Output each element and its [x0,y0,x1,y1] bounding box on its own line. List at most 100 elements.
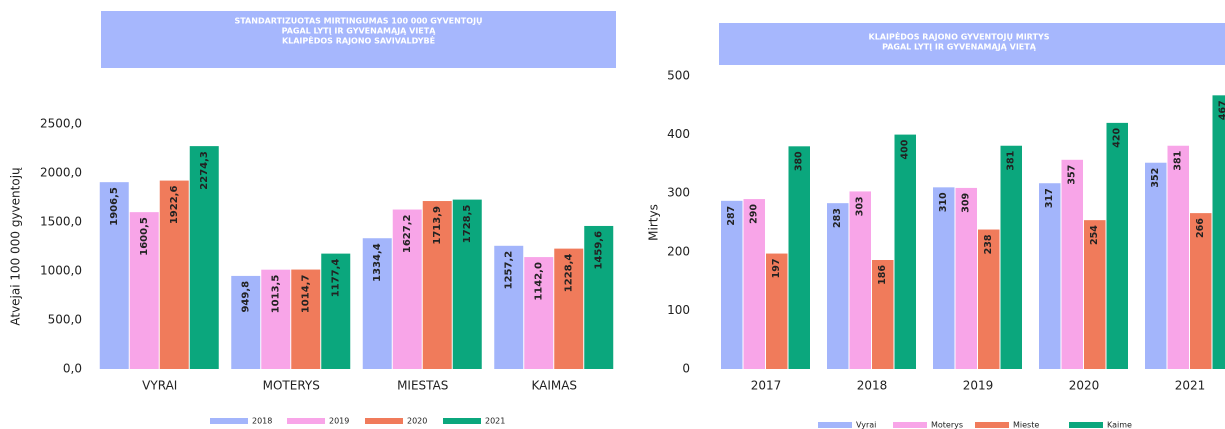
value-label: 287 [726,206,737,226]
x-tick-label: 2019 [963,379,994,393]
bar [189,146,219,369]
value-label: 290 [749,204,760,224]
value-label: 352 [1150,168,1161,188]
bar [1061,159,1083,369]
value-label: 303 [855,196,866,216]
value-label: 283 [832,208,843,228]
chart-title: STANDARTIZUOTAS MIRTINGUMAS 100 000 GYVE… [234,17,482,26]
title-box [101,11,616,68]
y-tick-label: 2000,0 [40,166,82,180]
chart-title: PAGAL LYTĮ IR GYVENAMĄJĄ VIETĄ [882,43,1037,52]
value-label: 381 [1173,151,1184,171]
value-label: 186 [877,265,888,285]
y-tick-label: 0,0 [63,362,82,376]
bar [99,182,129,369]
bar [452,199,482,369]
value-label: 1142,0 [534,262,545,301]
charts: STANDARTIZUOTAS MIRTINGUMAS 100 000 GYVE… [9,11,1225,429]
value-label: 1906,5 [109,187,120,226]
y-tick-label: 200 [667,244,690,258]
x-tick-label: KAIMAS [531,379,577,393]
bar [978,229,1000,369]
value-label: 949,8 [241,281,252,313]
bar [827,203,849,369]
value-label: 317 [1044,188,1055,208]
legend-label: 2021 [485,417,505,426]
value-label: 309 [961,193,972,213]
bar [1084,220,1106,369]
value-label: 254 [1089,225,1100,245]
value-label: 266 [1195,218,1206,238]
bar [872,260,894,369]
value-label: 1627,2 [402,214,413,253]
bar [1145,162,1167,369]
y-tick-label: 400 [667,127,690,141]
chart-title: KLAIPĖDOS RAJONO SAVIVALDYBĖ [282,36,435,46]
value-label: 1177,4 [331,259,342,298]
legend-label: 2019 [329,417,349,426]
x-tick-label: VYRAI [142,379,177,393]
bar [1106,122,1128,369]
bar [524,257,554,369]
bar [1167,145,1189,369]
value-label: 400 [900,139,911,159]
x-tick-label: MOTERYS [263,379,320,393]
x-tick-label: 2018 [857,379,888,393]
value-label: 310 [938,192,949,212]
bar [362,238,392,369]
bar [231,275,261,369]
x-tick-label: 2020 [1069,379,1100,393]
value-label: 420 [1112,128,1123,148]
bar [1190,213,1212,369]
legend-swatch [287,418,325,424]
y-tick-label: 1000,0 [40,264,82,278]
value-label: 1334,4 [372,243,383,282]
legend-label: Kaime [1107,421,1132,429]
x-tick-label: 2021 [1175,379,1206,393]
bar [788,146,810,369]
y-tick-label: 500 [667,69,690,83]
bar [766,253,788,369]
bar [1000,145,1022,369]
bar [894,134,916,369]
y-axis-label: Mirtys [647,204,661,241]
bar [1039,183,1061,369]
bar [392,209,422,369]
bar [721,200,743,369]
bar [1212,95,1225,369]
legend-label: Mieste [1013,421,1039,429]
bar [321,253,351,369]
bar [955,187,977,369]
legend-swatch [818,422,852,428]
value-label: 1257,2 [504,251,515,290]
bar [129,212,159,369]
chart: STANDARTIZUOTAS MIRTINGUMAS 100 000 GYVE… [9,11,616,426]
bar [743,199,765,369]
x-tick-label: MIESTAS [397,379,448,393]
bar [261,269,291,369]
y-tick-label: 500,0 [48,313,82,327]
legend-label: 2018 [252,417,272,426]
bar [494,245,524,369]
bar [159,180,189,369]
legend-label: Moterys [931,421,963,429]
bar [849,191,871,369]
title-box [719,23,1225,65]
value-label: 238 [983,234,994,254]
bar [422,201,452,369]
y-tick-label: 2500,0 [40,117,82,131]
value-label: 467 [1218,100,1225,120]
value-label: 197 [771,259,782,279]
legend-swatch [210,418,248,424]
legend-label: Vyrai [856,421,876,429]
value-label: 1600,5 [139,217,150,256]
bar [933,187,955,369]
value-label: 357 [1067,165,1078,185]
value-label: 1228,4 [564,254,575,293]
value-label: 1713,9 [432,206,443,245]
legend-swatch [975,422,1009,428]
value-label: 381 [1006,151,1017,171]
legend-swatch [1069,422,1103,428]
